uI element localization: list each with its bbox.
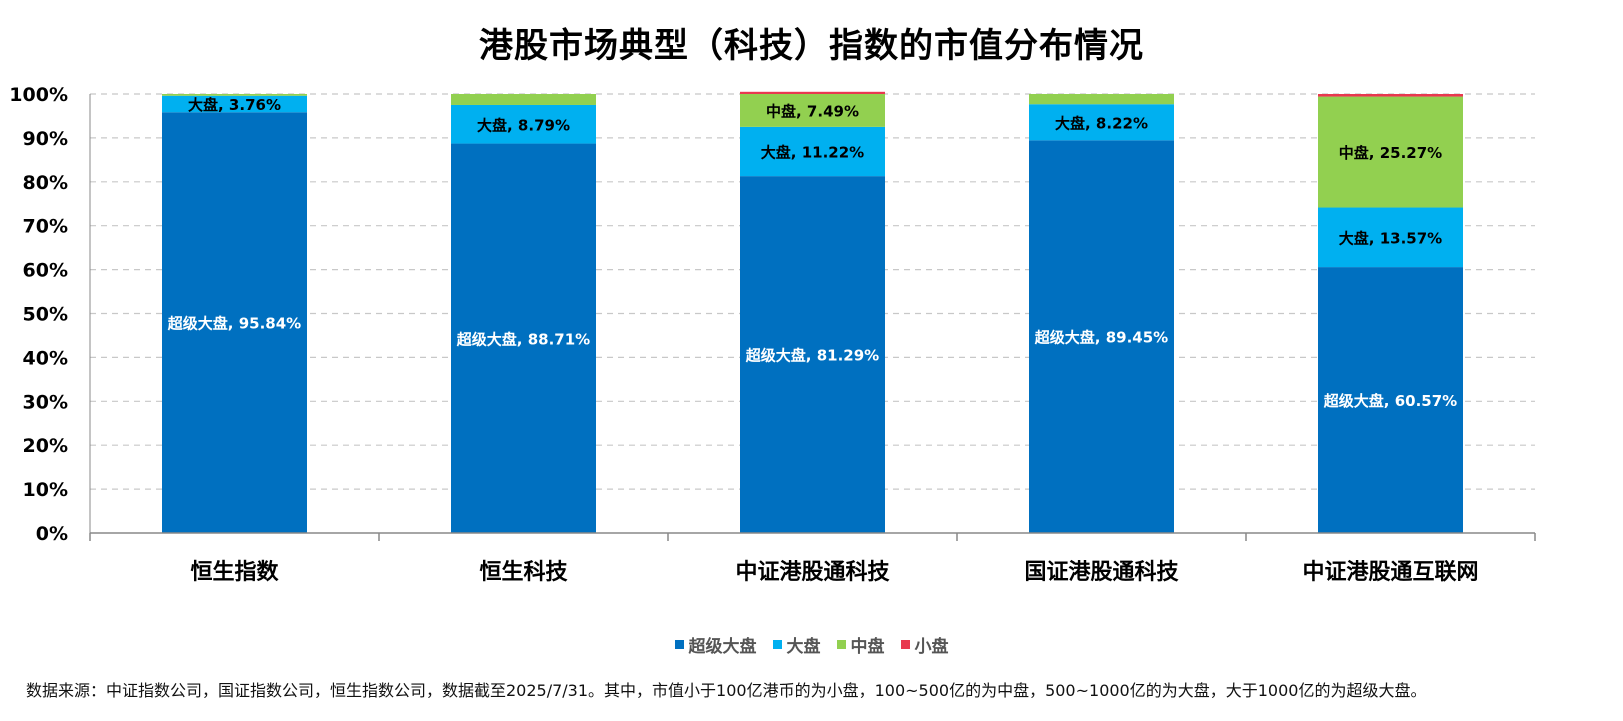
data-label: 超级大盘, 60.57% [1323, 392, 1457, 410]
bar-segment-1 [451, 143, 596, 533]
legend-swatch [836, 640, 846, 649]
bar-segment-3 [451, 94, 596, 105]
bar-segment-2 [451, 104, 596, 144]
legend-label: 小盘 [914, 637, 949, 657]
x-category-label: 国证港股通科技 [1024, 560, 1179, 585]
bar-segment-3 [162, 94, 307, 96]
y-tick-label: 60% [23, 260, 68, 282]
legend-item: 大盘 [772, 632, 821, 657]
x-category-label: 恒生科技 [479, 559, 568, 585]
y-tick-label: 100% [9, 84, 68, 106]
data-label: 大盘, 3.76% [188, 96, 281, 114]
legend-swatch [772, 640, 782, 649]
data-label: 大盘, 8.79% [477, 116, 570, 134]
chart-legend: 超级大盘 大盘 中盘 小盘 [0, 632, 1623, 657]
y-tick-label: 20% [23, 435, 68, 457]
legend-swatch [674, 640, 684, 649]
y-tick-label: 90% [23, 128, 68, 150]
bar-segment-4 [1318, 94, 1463, 97]
data-label: 中盘, 7.49% [766, 102, 859, 120]
bar-segment-1 [1029, 140, 1174, 533]
data-label: 大盘, 11.22% [761, 144, 864, 162]
data-label: 大盘, 13.57% [1339, 229, 1442, 247]
bar-segment-3 [1029, 94, 1174, 105]
bar-segment-1 [740, 176, 885, 533]
bar-segment-2 [1029, 104, 1174, 141]
legend-label: 中盘 [850, 637, 885, 657]
bar-segment-1 [1318, 267, 1463, 533]
legend-item: 小盘 [900, 632, 949, 657]
data-label: 大盘, 8.22% [1055, 114, 1148, 132]
bar-segment-2 [1318, 207, 1463, 268]
legend-label: 超级大盘 [688, 637, 757, 657]
chart-title: 港股市场典型（科技）指数的市值分布情况 [479, 26, 1144, 66]
data-label: 中盘, 25.27% [1339, 144, 1442, 162]
bar-segment-4 [740, 91, 885, 94]
data-label: 超级大盘, 81.29% [745, 347, 879, 365]
bar-segment-2 [740, 126, 885, 177]
x-category-label: 恒生指数 [190, 559, 279, 585]
footnote: 数据来源：中证指数公司，国证指数公司，恒生指数公司，数据截至2025/7/31。… [26, 681, 1427, 700]
legend-item: 中盘 [836, 632, 885, 657]
y-tick-label: 0% [36, 523, 68, 545]
data-label: 超级大盘, 95.84% [167, 315, 301, 333]
bar-segment-1 [162, 112, 307, 534]
stacked-bar-chart: 0% 10% 20% 30% 40% 50% 60% 70% 80% 90% 100% 超级大盘, 9… [9, 84, 1536, 585]
legend-label: 大盘 [786, 637, 821, 657]
x-category-label: 中证港股通科技 [735, 560, 890, 585]
y-tick-label: 80% [23, 172, 68, 194]
y-tick-label: 10% [23, 479, 68, 501]
bar-segment-3 [1318, 96, 1463, 208]
y-tick-label: 70% [23, 216, 68, 238]
bar-segment-3 [740, 94, 885, 127]
y-tick-label: 30% [23, 391, 68, 413]
y-tick-label: 40% [23, 347, 68, 369]
data-label: 超级大盘, 89.45% [1034, 329, 1168, 347]
data-label: 超级大盘, 88.71% [456, 330, 590, 348]
bar-segment-2 [162, 95, 307, 113]
y-tick-label: 50% [23, 304, 68, 326]
legend-swatch [900, 640, 910, 649]
x-category-label: 中证港股通互联网 [1302, 560, 1478, 585]
legend-item: 超级大盘 [674, 632, 757, 657]
